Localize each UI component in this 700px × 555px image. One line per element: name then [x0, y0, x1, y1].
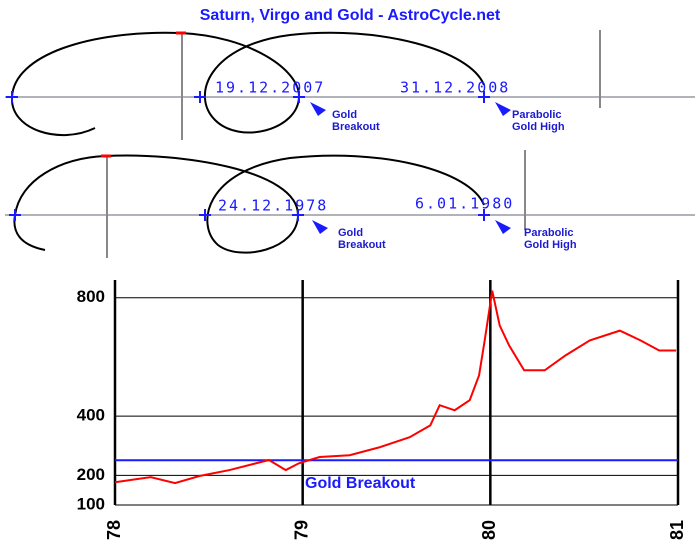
x-tick-label: 80: [479, 520, 499, 540]
x-tick-label: 79: [291, 520, 311, 540]
cycle-curve: [13, 154, 485, 254]
annotation: Parabolic: [512, 109, 562, 121]
cross-marks: [9, 209, 490, 221]
x-tick-label: 81: [667, 520, 687, 540]
price-line: [114, 290, 677, 485]
y-tick-label: 400: [77, 406, 105, 425]
cross-marks: [6, 91, 490, 103]
date-label: 19.12.2007: [215, 79, 325, 97]
arrow: [495, 102, 511, 116]
diagram: 24.12.1978 6.01.1980 Gold Breakout Parab…: [5, 150, 695, 258]
chart: 100 200 400 800 78 79 80 81 Gold Breakout: [77, 280, 687, 540]
date-label: 6.01.1980: [415, 195, 514, 213]
annotation: Gold: [332, 109, 357, 121]
arrow: [310, 102, 326, 116]
annotation: Gold: [338, 227, 363, 239]
y-tick-label: 200: [77, 465, 105, 484]
x-tick-label: 78: [104, 520, 124, 540]
arrow: [312, 220, 328, 234]
annotation: Gold High: [512, 121, 565, 133]
y-tick-label: 800: [77, 287, 105, 306]
annotation: Breakout: [338, 239, 386, 251]
y-tick-label: 100: [77, 494, 105, 513]
diagram: 19.12.2007 31.12.2008 Gold Breakout Para…: [5, 30, 695, 140]
annotation: Breakout: [332, 121, 380, 133]
annotation: Gold High: [524, 239, 577, 251]
annotation: Parabolic: [524, 227, 574, 239]
arrow: [495, 220, 511, 234]
date-label: 31.12.2008: [400, 79, 510, 97]
date-label: 24.12.1978: [218, 197, 328, 215]
annotation: Gold Breakout: [305, 475, 416, 492]
page-title: Saturn, Virgo and Gold - AstroCycle.net: [200, 7, 501, 24]
